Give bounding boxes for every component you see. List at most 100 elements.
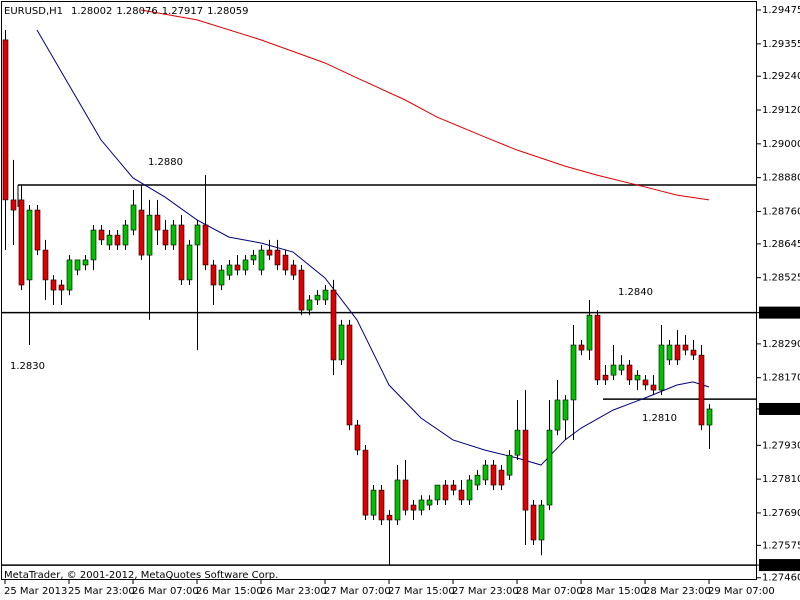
y-tick-label: 1.27690: [762, 508, 800, 519]
candle-body: [586, 314, 593, 351]
candle-body: [698, 354, 705, 426]
candle-body: [402, 479, 409, 511]
candle-body: [610, 364, 617, 376]
candle-body: [58, 284, 65, 291]
y-tick-label: 1.28401: [762, 308, 800, 319]
candle-body: [186, 244, 193, 281]
x-tick-label: 29 Mar 07:00: [708, 586, 775, 597]
annotation: 1.2830: [10, 361, 45, 372]
x-tick-label: 26 Mar 15:00: [196, 586, 263, 597]
y-tick-label: 1.28525: [762, 273, 800, 284]
candle-body: [450, 484, 457, 491]
y-tick-label: 1.29355: [762, 39, 800, 50]
y-tick-label: 1.29120: [762, 105, 800, 116]
candle-body: [426, 499, 433, 506]
candle-body: [410, 504, 417, 511]
candle-body: [394, 479, 401, 521]
candle-body: [602, 374, 609, 381]
candle-body: [642, 379, 649, 386]
y-tick-label: 1.29000: [762, 139, 800, 150]
x-tick-label: 25 Mar 23:00: [68, 586, 135, 597]
candle-body: [282, 254, 289, 271]
y-tick-label: 1.29475: [762, 5, 800, 16]
x-tick-label: 26 Mar 07:00: [132, 586, 199, 597]
y-tick-label: 1.28170: [762, 373, 800, 384]
candle-body: [258, 249, 265, 271]
candle-body: [218, 269, 225, 286]
candle-body: [506, 454, 513, 476]
candle-body: [530, 504, 537, 541]
candle-body: [82, 259, 89, 266]
candle-body: [226, 264, 233, 276]
candle-body: [482, 464, 489, 481]
candle-body: [338, 324, 345, 361]
chart-title: EURUSD,H1: [4, 6, 63, 17]
candle-body: [458, 489, 465, 501]
candle-body: [370, 489, 377, 516]
chart-title-line: EURUSD,H1 1.28002 1.28076 1.27917 1.28059: [4, 6, 248, 17]
candle-body: [194, 224, 201, 246]
candle-body: [330, 289, 337, 361]
x-tick-label: 27 Mar 07:00: [324, 586, 391, 597]
candle-body: [170, 224, 177, 246]
candle-body: [594, 314, 601, 381]
last-open: 1.28002: [71, 6, 112, 17]
candle-body: [498, 469, 505, 486]
candle-body: [570, 344, 577, 401]
candle-body: [298, 269, 305, 311]
candle-body: [90, 229, 97, 261]
candle-body: [210, 264, 217, 286]
candle-body: [154, 214, 161, 231]
candle-body: [18, 199, 25, 286]
plot-frame: [1, 1, 757, 580]
candle-body: [106, 234, 113, 246]
plot-layer: [2, 9, 757, 566]
y-tick-label: 1.27930: [762, 440, 800, 451]
x-tick-label: 25 Mar 2013: [4, 586, 67, 597]
candle-body: [682, 344, 689, 351]
candle-body: [354, 424, 361, 451]
candle-body: [490, 464, 497, 486]
y-tick-label: 1.27810: [762, 474, 800, 485]
candle-body: [74, 259, 81, 271]
candle-body: [130, 204, 137, 231]
y-tick-label: 1.27575: [762, 540, 800, 551]
moving-average: [36, 29, 710, 466]
candle-body: [434, 484, 441, 501]
candle-body: [162, 229, 169, 246]
candle-body: [290, 264, 297, 276]
candle-body: [234, 264, 241, 271]
candle-body: [578, 344, 585, 351]
x-tick-label: 28 Mar 23:00: [644, 586, 711, 597]
candle-body: [146, 214, 153, 256]
annotation: 1.2810: [642, 413, 677, 424]
y-tick-label: 1.29240: [762, 71, 800, 82]
candle-body: [674, 344, 681, 361]
candle-body: [378, 489, 385, 521]
candle-body: [466, 479, 473, 501]
candle-body: [386, 514, 393, 521]
price-box: [759, 402, 800, 415]
candle-body: [522, 429, 529, 511]
candle-body: [666, 344, 673, 361]
y-tick-label: 1.28760: [762, 206, 800, 217]
candle-body: [34, 209, 41, 251]
candle-body: [122, 224, 129, 246]
x-tick-label: 28 Mar 15:00: [580, 586, 647, 597]
annotation: 1.2880: [148, 157, 183, 168]
candle-body: [618, 364, 625, 371]
y-tick-label: 1.28290: [762, 339, 800, 350]
candle-body: [474, 474, 481, 486]
candle-body: [274, 249, 281, 266]
candle-body: [242, 259, 249, 271]
candle-body: [650, 384, 657, 391]
last-close: 1.28059: [207, 6, 248, 17]
candle-body: [362, 449, 369, 516]
candle-body: [538, 504, 545, 541]
x-tick-label: 26 Mar 23:00: [260, 586, 327, 597]
y-tick-label: 1.27505: [762, 560, 800, 571]
candle-body: [2, 39, 9, 201]
candle-body: [306, 299, 313, 311]
candle-body: [706, 408, 713, 426]
